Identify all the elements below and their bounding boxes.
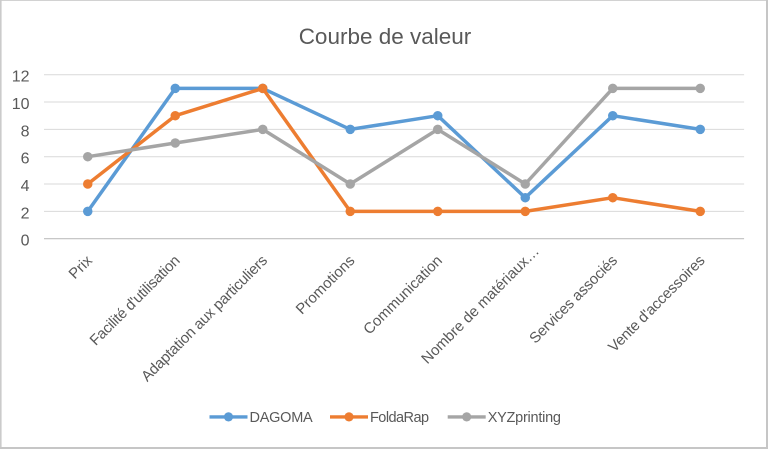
- svg-text:10: 10: [12, 96, 30, 113]
- svg-text:4: 4: [21, 178, 30, 195]
- svg-text:XYZprinting: XYZprinting: [488, 410, 561, 426]
- svg-text:12: 12: [12, 69, 30, 86]
- svg-text:6: 6: [21, 151, 30, 168]
- svg-text:FoldaRap: FoldaRap: [370, 410, 429, 426]
- svg-text:0: 0: [21, 233, 30, 250]
- svg-text:DAGOMA: DAGOMA: [250, 410, 314, 426]
- svg-text:8: 8: [21, 123, 30, 140]
- svg-text:2: 2: [21, 205, 30, 222]
- svg-text:Courbe de valeur: Courbe de valeur: [299, 24, 472, 49]
